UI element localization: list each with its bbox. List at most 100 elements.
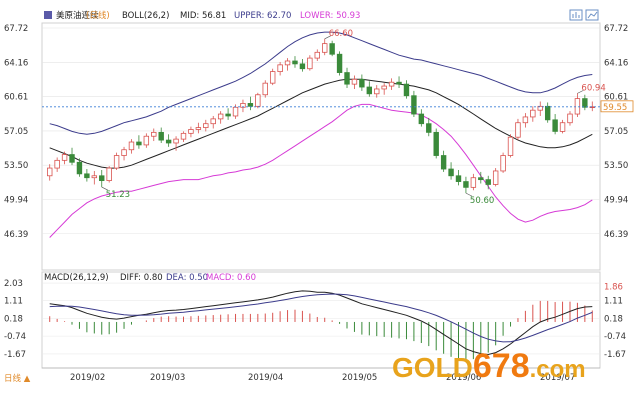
candle-body: [500, 155, 506, 172]
current-price-marker: 59.55: [42, 100, 634, 113]
candle-body: [381, 85, 387, 90]
candle-body: [277, 64, 283, 73]
price-y-tick-left: 67.72: [4, 24, 28, 34]
candle-down: [448, 162, 454, 180]
candle-down: [426, 117, 432, 137]
candle-up: [537, 101, 543, 116]
candle-down: [292, 56, 298, 68]
line-chart-icon[interactable]: [585, 9, 599, 21]
boll-mid-line: [49, 78, 593, 169]
candle-body: [99, 175, 105, 182]
candle-up: [574, 93, 581, 117]
high-price-annotation: 66.60: [329, 29, 353, 39]
candle-body: [210, 118, 216, 125]
candle-body: [530, 109, 536, 118]
price-y-tick-right: 64.16: [604, 58, 628, 68]
candle-up: [559, 119, 566, 134]
candle-body: [165, 139, 172, 144]
candle-down: [69, 147, 75, 166]
candle-body: [403, 83, 410, 97]
diff-value-label: DIFF: 0.80: [120, 273, 163, 283]
candle-up: [530, 106, 536, 122]
current-price-tag: 59.55: [603, 103, 627, 113]
candle-body: [433, 131, 439, 156]
candle-body: [574, 98, 581, 115]
candle-down: [329, 40, 335, 57]
candle-body: [232, 106, 239, 117]
candle-down: [478, 171, 484, 184]
price-panel-frame: [41, 22, 601, 271]
candle-body: [478, 177, 484, 181]
bollinger-bands: [49, 31, 593, 238]
period-tag: (日线): [86, 10, 110, 21]
x-axis-labels: 2019/02 2019/03 2019/04 2019/05 2019/06 2019/…: [70, 373, 575, 383]
candle-body: [180, 132, 187, 140]
macd-histogram: [49, 300, 593, 362]
candle-body: [440, 155, 447, 170]
candle-body: [69, 154, 75, 163]
bar-chart-icon[interactable]: [569, 9, 583, 21]
candle-up: [128, 139, 135, 154]
price-y-tick-right: 53.50: [604, 161, 628, 171]
candle-down: [225, 108, 231, 120]
candle-down: [433, 128, 439, 159]
candle-up: [470, 173, 477, 191]
candle-down: [359, 74, 365, 91]
candle-body: [136, 141, 142, 146]
candle-body: [559, 122, 566, 132]
candle-down: [463, 176, 469, 194]
candle-up: [195, 122, 202, 134]
candle-down: [403, 80, 410, 99]
candle-up: [217, 111, 224, 124]
candle-body: [128, 141, 135, 151]
candle-body: [567, 113, 573, 124]
candle-body: [522, 116, 529, 124]
x-axis-label: 2019/02: [70, 373, 105, 383]
candle-body: [106, 167, 112, 182]
annotation-pointer: [465, 192, 473, 197]
candle-body: [217, 113, 224, 120]
macd-y-tick-left: -1.67: [4, 350, 26, 360]
candle-up: [47, 164, 53, 181]
candle-up: [322, 38, 328, 56]
candle-up: [113, 152, 120, 170]
annotation-pointer: [577, 90, 584, 94]
period-button[interactable]: 日线 ▲: [4, 373, 31, 384]
price-y-ticks-left: 67.72 64.16 60.61 57.05 53.50 49.94 46.39: [4, 24, 28, 240]
candle-body: [113, 155, 120, 169]
candle-body: [359, 78, 365, 88]
macd-gridlines: [42, 282, 600, 355]
gold678-watermark: GOLD678.com: [392, 347, 586, 385]
macd-params: MACD(26,12,9): [44, 273, 109, 283]
candle-body: [507, 136, 514, 156]
svg-text:GOLD678.com: GOLD678.com: [392, 347, 586, 385]
candle-up: [188, 126, 194, 138]
candle-up: [255, 92, 261, 109]
chart-toolbar[interactable]: [569, 9, 599, 21]
candle-down: [440, 150, 447, 172]
candle-body: [351, 78, 358, 85]
candle-body: [269, 71, 276, 84]
candle-down: [84, 169, 90, 182]
candle-body: [158, 131, 164, 141]
candle-body: [255, 94, 261, 107]
candle-down: [411, 90, 417, 117]
candle-up: [269, 68, 276, 86]
candle-up: [262, 80, 268, 98]
candle-up: [507, 134, 514, 158]
candle-up: [173, 136, 179, 151]
macd-y-tick-right: 1.11: [604, 297, 623, 307]
candle-up: [500, 152, 506, 173]
candle-up: [143, 133, 150, 148]
candle-down: [344, 67, 350, 88]
candle-down: [165, 134, 172, 147]
candle-body: [225, 113, 231, 117]
candle-up: [277, 61, 283, 76]
candle-up: [180, 131, 187, 143]
candle-body: [322, 43, 328, 53]
candle-body: [314, 51, 320, 59]
candle-body: [61, 154, 68, 161]
candle-down: [455, 169, 462, 186]
candle-up: [151, 128, 157, 142]
